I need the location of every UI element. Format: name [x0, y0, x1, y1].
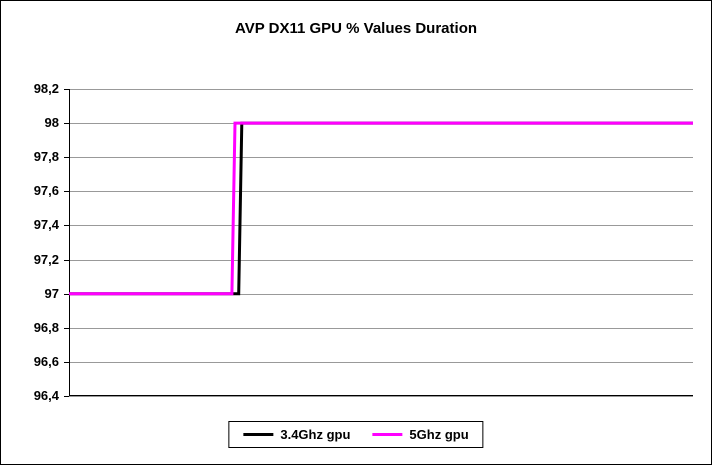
legend-line-sample-5ghz-gpu — [372, 433, 403, 436]
y-axis-tick-label: 96,4 — [33, 388, 59, 403]
series-line-34ghz-gpu — [69, 121, 693, 296]
legend-item-5ghz-gpu: 5Ghz gpu — [372, 427, 469, 442]
chart-title: AVP DX11 GPU % Values Duration — [234, 20, 478, 37]
plot-area — [64, 89, 693, 397]
y-axis-tick-label: 96,8 — [33, 319, 59, 335]
legend-label-5ghz-gpu: 5Ghz gpu — [409, 427, 469, 442]
plot-svg — [64, 89, 693, 397]
y-axis-tick-label: 97,4 — [33, 217, 59, 233]
legend-line-sample-34ghz-gpu — [243, 433, 274, 436]
legend: 3.4Ghz gpu 5Ghz gpu — [228, 421, 484, 448]
legend-item-34ghz-gpu: 3.4Ghz gpu — [243, 427, 350, 442]
y-axis-tick-label: 97,8 — [33, 149, 59, 165]
y-axis-tick-label: 97,6 — [33, 183, 59, 199]
y-axis-tick-label: 97 — [44, 285, 59, 301]
legend-label-34ghz-gpu: 3.4Ghz gpu — [280, 427, 351, 442]
y-axis-tick-label: 96,6 — [33, 353, 59, 369]
y-axis-labels: 98,2 98 97,8 97,6 97,4 97,2 97 96,8 96,6 96,4 — [1, 81, 59, 403]
y-axis-tick-label: 97,2 — [33, 251, 59, 267]
y-axis-tick-label: 98 — [44, 115, 59, 131]
y-axis-tick-label: 98,2 — [33, 81, 59, 96]
series-line-5ghz-gpu — [69, 121, 693, 296]
